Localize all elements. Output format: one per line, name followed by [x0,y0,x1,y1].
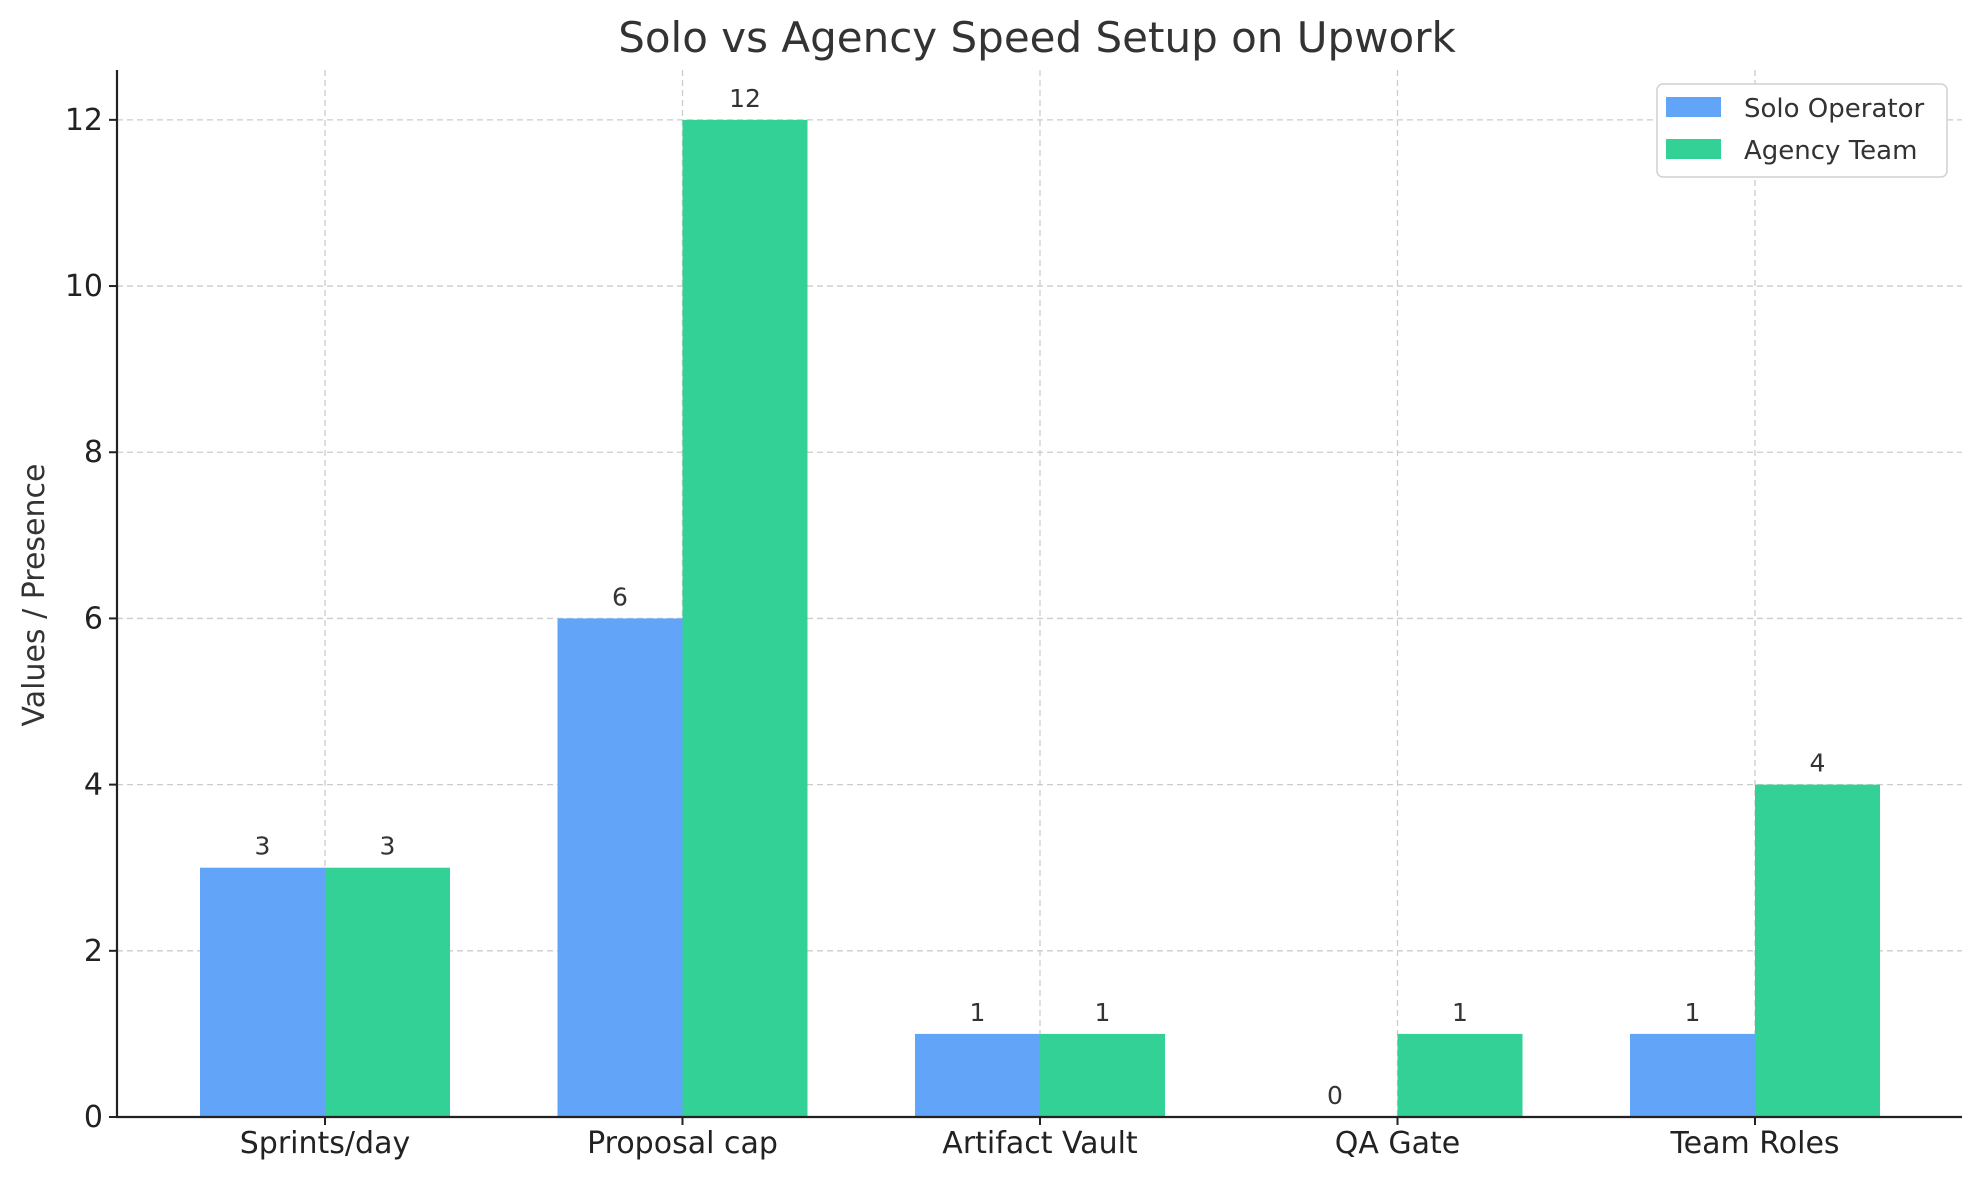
bar-agency-team-team-roles [1755,784,1880,1117]
legend-swatch-solo-operator [1666,97,1721,117]
y-tick-label: 10 [65,269,103,304]
data-labels-layer: 3 6 1 0 1 3 12 1 1 4 [255,84,1826,1110]
chart-title: Solo vs Agency Speed Setup on Upwork [618,13,1456,62]
bar-agency-team-proposal-cap [682,119,808,1118]
bar-solo-operator-proposal-cap [557,618,683,1117]
x-tick-label-proposal-cap: Proposal cap [587,1126,778,1161]
legend-label-agency-team: Agency Team [1744,136,1917,166]
bar-agency-team-artifact-vault [1040,1033,1165,1117]
bar-solo-operator-sprints-day [200,867,325,1117]
y-tick-label: 12 [65,103,103,138]
data-label-solo-operator-qa-gate: 0 [1327,1081,1343,1110]
legend-box [1656,83,1948,178]
bar-agency-team-qa-gate [1397,1033,1523,1117]
data-label-solo-operator-team-roles: 1 [1685,998,1701,1027]
data-label-agency-team-team-roles: 4 [1810,749,1826,778]
legend-swatch-agency-team [1666,139,1721,159]
x-tick-label-sprints-day: Sprints/day [240,1126,410,1161]
y-tick-label: 6 [84,601,103,636]
data-label-solo-operator-sprints-day: 3 [255,832,271,861]
y-axis-title: Values / Presence [17,464,52,727]
data-label-agency-team-qa-gate: 1 [1452,998,1468,1027]
grid-layer [117,70,1962,1117]
bar-solo-operator-team-roles [1630,1033,1755,1117]
y-tick-label: 0 [84,1100,103,1135]
y-tick-label: 2 [84,934,103,969]
y-tick-label: 4 [84,768,103,803]
data-label-agency-team-sprints-day: 3 [380,832,396,861]
x-tick-label-artifact-vault: Artifact Vault [942,1126,1138,1161]
data-label-solo-operator-proposal-cap: 6 [612,582,628,611]
bar-solo-operator-artifact-vault [915,1033,1040,1117]
data-label-solo-operator-artifact-vault: 1 [970,998,986,1027]
bars-layer [200,119,1880,1118]
data-label-agency-team-proposal-cap: 12 [729,84,761,113]
x-tick-label-qa-gate: QA Gate [1335,1126,1461,1161]
bar-agency-team-sprints-day [325,867,450,1117]
legend: Solo Operator Agency Team [1656,83,1948,178]
y-tick-label: 8 [84,435,103,470]
x-tick-label-team-roles: Team Roles [1669,1126,1839,1161]
data-label-agency-team-artifact-vault: 1 [1095,998,1111,1027]
legend-label-solo-operator: Solo Operator [1744,94,1924,124]
